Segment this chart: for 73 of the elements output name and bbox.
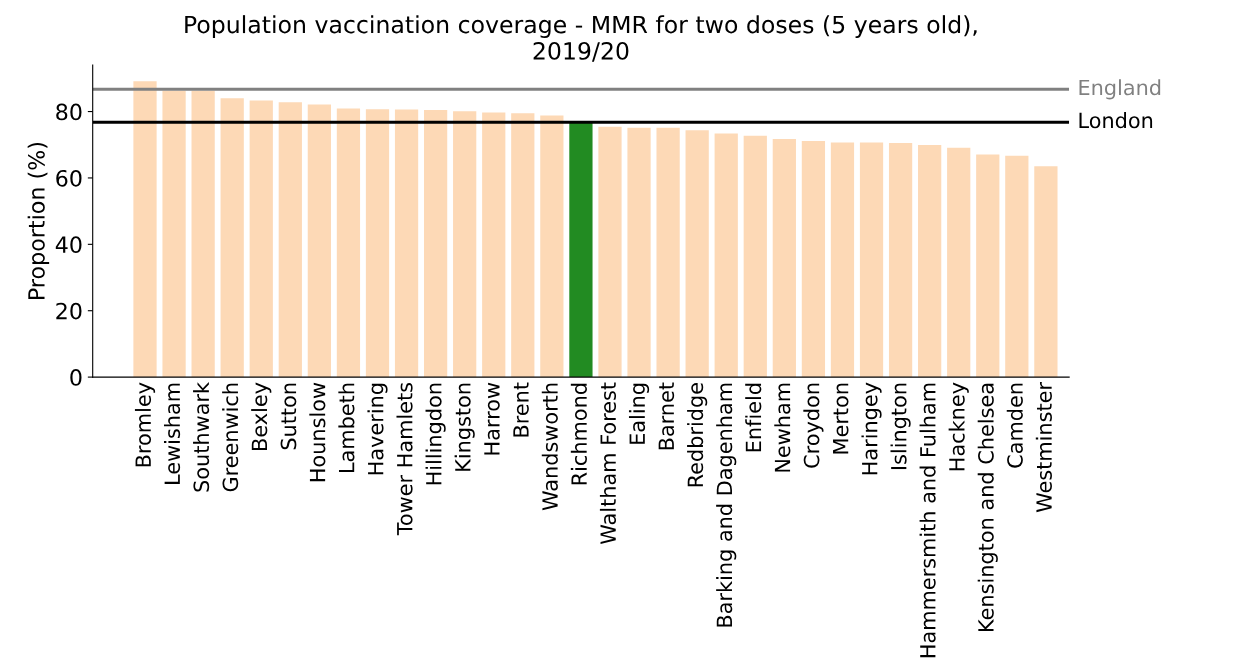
bar — [569, 121, 593, 378]
bar — [453, 111, 477, 378]
bar — [947, 147, 971, 378]
bar — [365, 109, 390, 378]
bar — [394, 109, 419, 378]
x-tick-label: Barking and Dagenham — [716, 383, 737, 627]
bar — [336, 108, 361, 378]
bar — [976, 154, 1000, 378]
x-tick-label: Wandsworth — [541, 383, 558, 511]
x-tick-label: Enfield — [745, 383, 762, 452]
bar — [307, 104, 331, 378]
bar — [801, 141, 826, 378]
x-tick-label: Waltham Forest — [599, 382, 617, 545]
bar — [220, 98, 244, 378]
y-tick-label: 80 — [56, 103, 82, 121]
x-tick-label: Bromley — [134, 382, 156, 467]
y-tick-label: 0 — [70, 369, 82, 386]
bar — [1034, 166, 1058, 378]
bar — [714, 133, 738, 378]
ref-line-label: England — [1079, 79, 1161, 100]
x-tick-label: Tower Hamlets — [396, 382, 413, 536]
bar — [162, 90, 186, 378]
x-tick-label: Hammersmith and Fulham — [919, 383, 936, 658]
x-tick-label: Hillingdon — [425, 383, 446, 485]
x-tick-label: Brent — [513, 382, 529, 437]
x-tick-label: Harrow — [484, 382, 500, 455]
bar — [918, 145, 942, 378]
bar — [423, 109, 448, 378]
x-tick-label: Camden — [1006, 383, 1023, 468]
x-tick-label: Bexley — [251, 382, 272, 450]
x-tick-label: Kingston — [454, 383, 475, 471]
x-tick-label: Hounslow — [309, 382, 326, 482]
y-tick-label: 40 — [55, 236, 82, 254]
y-tick-label: 60 — [56, 169, 82, 187]
bar — [133, 81, 157, 378]
x-tick-label: Ealing — [628, 383, 650, 444]
x-tick-label: Westminster — [1035, 381, 1052, 513]
x-tick-label: Croydon — [803, 383, 824, 468]
bar — [278, 102, 302, 378]
x-tick-label: Merton — [833, 383, 849, 454]
x-tick-label: Islington — [890, 383, 911, 470]
bar — [627, 127, 651, 378]
bar — [249, 100, 273, 378]
bar — [859, 142, 884, 378]
bar — [656, 127, 680, 378]
x-tick-label: Richmond — [570, 383, 587, 485]
x-tick-label: Redbridge — [687, 383, 708, 487]
bar — [191, 90, 215, 378]
x-tick-label: Barnet — [658, 382, 675, 450]
x-tick-label: Hackney — [948, 382, 969, 471]
x-tick-label: Southwark — [193, 382, 210, 492]
bar — [830, 142, 855, 378]
y-axis-title: Proportion (%) — [27, 142, 50, 299]
x-tick-label: Kensington and Chelsea — [977, 383, 998, 631]
x-tick-label: Havering — [367, 383, 388, 475]
bar — [685, 130, 709, 378]
x-tick-label: Lewisham — [163, 383, 181, 484]
bar — [1005, 155, 1029, 378]
x-tick-label: Haringey — [861, 382, 882, 475]
bar — [511, 113, 535, 378]
chart-title: Population vaccination coverage - MMR for two doses (5 years old), 2019/20 — [185, 15, 977, 62]
bar — [888, 143, 913, 378]
x-tick-label: Greenwich — [222, 383, 239, 492]
bar — [540, 115, 564, 378]
ref-line-label: London — [1079, 112, 1153, 129]
bar — [772, 139, 796, 378]
x-tick-label: Sutton — [280, 383, 297, 450]
bar — [482, 112, 506, 378]
x-tick-label: Newham — [774, 383, 791, 472]
bar — [743, 135, 767, 378]
y-tick-label: 20 — [56, 302, 82, 320]
x-tick-label: Lambeth — [338, 383, 355, 472]
bar — [598, 126, 622, 378]
